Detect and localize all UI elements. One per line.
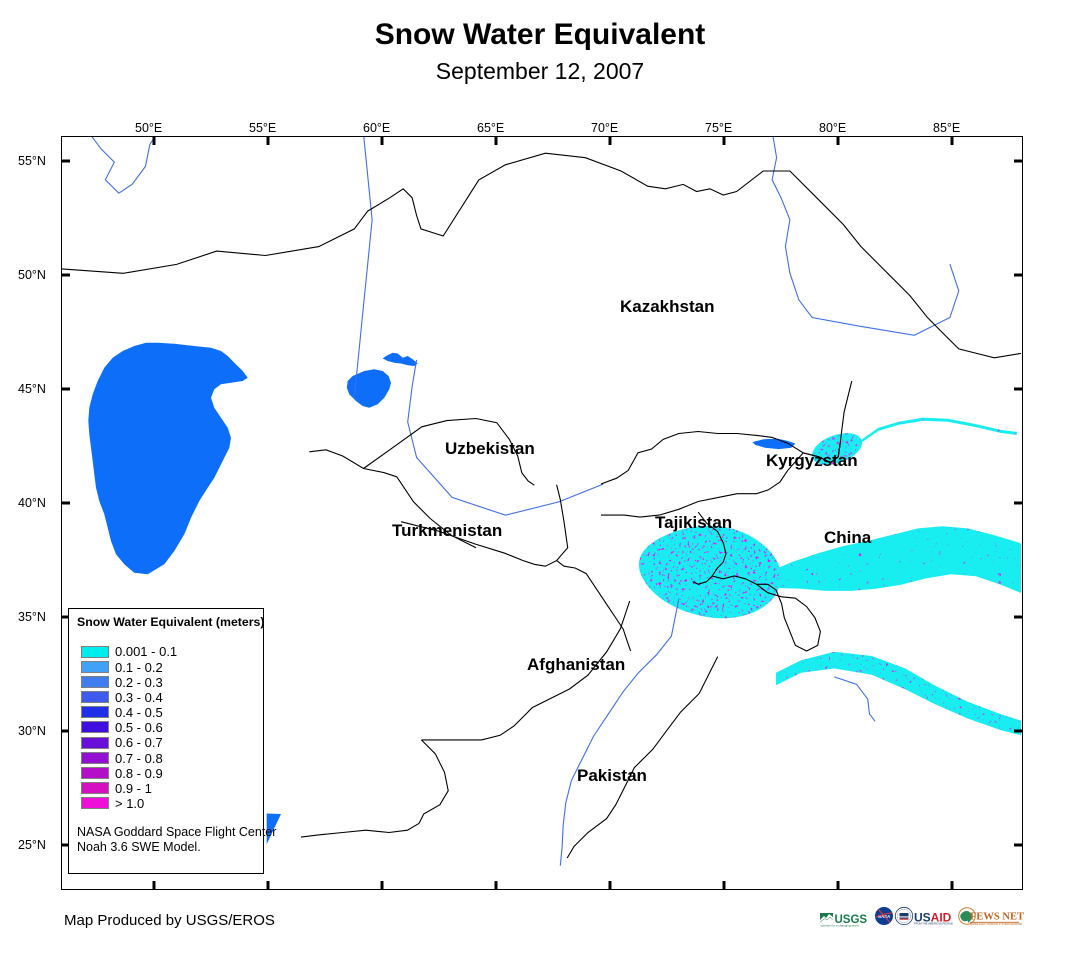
svg-text:FAMINE EARLY WARNING SYSTEMS N: FAMINE EARLY WARNING SYSTEMS NETWORK: [970, 923, 1023, 926]
svg-text:FEWS NET: FEWS NET: [970, 912, 1024, 923]
svg-text:science for a changing world: science for a changing world: [821, 923, 859, 927]
svg-text:FROM THE AMERICAN PEOPLE: FROM THE AMERICAN PEOPLE: [914, 922, 953, 926]
